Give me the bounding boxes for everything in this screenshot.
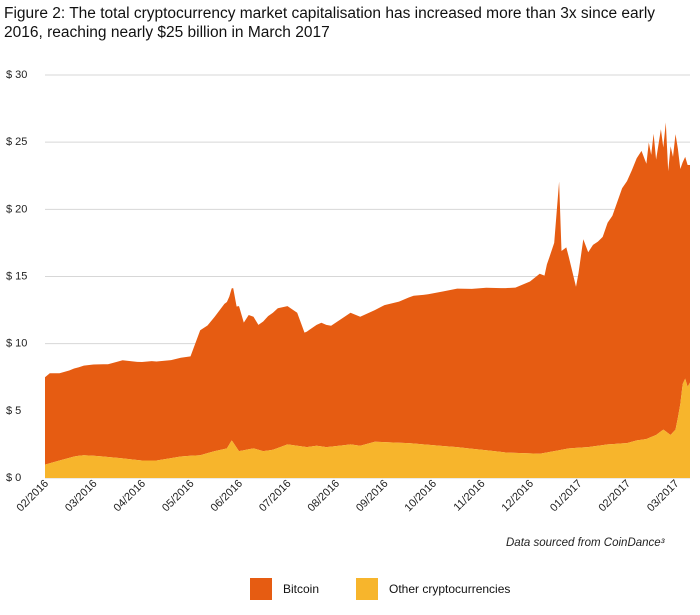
source-note: Data sourced from CoinDance³	[506, 537, 665, 549]
series-bitcoin-area	[45, 122, 690, 465]
y-axis-labels: $ 0 $ 5 $ 10 $ 15 $ 20 $ 25 $ 30	[6, 69, 27, 484]
x-tick-label: 03/2017	[645, 478, 682, 515]
x-tick-label: 05/2016	[160, 478, 197, 515]
chart-title: Figure 2: The total cryptocurrency marke…	[4, 5, 656, 41]
x-tick-label: 12/2016	[499, 478, 536, 515]
x-tick-label: 04/2016	[112, 478, 149, 515]
y-tick-label: $ 5	[6, 405, 21, 417]
y-tick-label: $ 10	[6, 338, 27, 350]
legend-label-bitcoin: Bitcoin	[283, 582, 320, 596]
y-tick-label: $ 15	[6, 271, 27, 283]
y-tick-label: $ 30	[6, 69, 27, 81]
x-tick-label: 06/2016	[209, 478, 246, 515]
y-tick-label: $ 25	[6, 136, 27, 148]
x-tick-label: 09/2016	[354, 478, 391, 515]
x-tick-label: 10/2016	[402, 478, 439, 515]
x-tick-label: 11/2016	[452, 478, 488, 514]
area-layer	[45, 122, 690, 478]
x-tick-label: 03/2016	[63, 478, 100, 515]
chart-svg: $ 0$ 5$ 10$ 15$ 20$ 25$ 30 02/2016 03/201…	[6, 69, 690, 515]
legend-swatch-bitcoin	[250, 578, 272, 600]
x-axis-labels: 02/2016 03/2016 04/2016 05/2016 06/2016 07/20…	[15, 478, 682, 515]
series-other-cryptocurrencies-area	[45, 378, 690, 478]
y-tick-label: $ 20	[6, 203, 27, 215]
legend-label-other: Other cryptocurrencies	[389, 582, 511, 596]
x-tick-label: 02/2017	[596, 478, 633, 515]
x-tick-label: 07/2016	[257, 478, 294, 515]
legend-swatch-other	[356, 578, 378, 600]
x-tick-label: 08/2016	[305, 478, 342, 515]
y-tick-label: $ 0	[6, 472, 21, 484]
x-tick-label: 01/2017	[548, 478, 585, 515]
